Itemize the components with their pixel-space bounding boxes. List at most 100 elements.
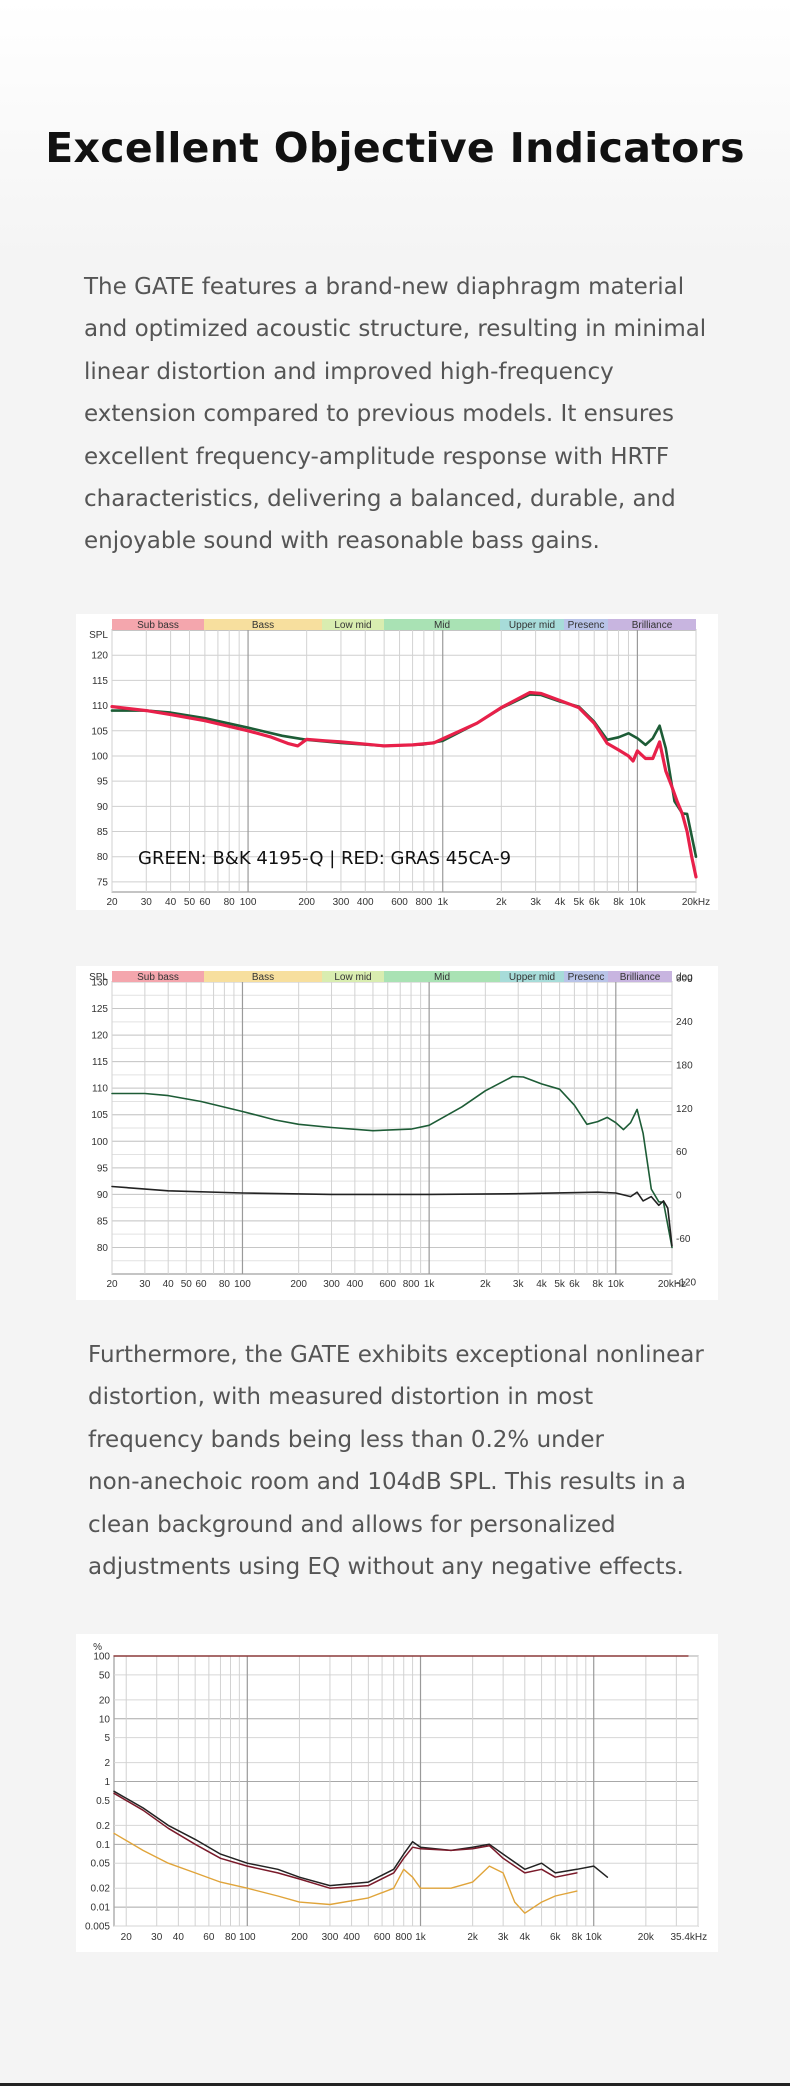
x-tick-label: 10k [586,1932,603,1943]
distortion-chart: 100 50 20 10 5 2 1 0.5 0.2 0.1 0.05 0.02 0.01 0.005 20… [76,1634,718,1952]
x-tick-label: 40 [163,1279,175,1290]
distortion-line: Furthermore, the GATE exhibits exception… [88,1342,704,1368]
y-tick-label: 110 [92,701,108,712]
y-tick-label: 105 [91,1110,108,1121]
x-tick-label: 100 [239,1932,256,1943]
band-sub-bass [112,971,204,982]
x-tick-label: 35.4kHz [670,1932,707,1943]
y-tick-label: 100 [93,1652,110,1663]
x-tick-label: 3k [513,1279,525,1290]
distortion-svg: 100 50 20 10 5 2 1 0.5 0.2 0.1 0.05 0.02 0.01 0.005 20… [85,1642,707,1943]
y-tick-label: 10 [99,1714,111,1725]
y-tick-label: 100 [91,751,108,762]
x-tick-label: 20kHz [658,1279,686,1290]
y-tick-label: 105 [91,726,108,737]
y2-tick-label: 180 [676,1060,693,1071]
bottom-divider [0,2083,790,2086]
y-tick-label: 5 [104,1733,110,1744]
x-tick-label: 10k [629,897,646,908]
y-tick-label: 125 [91,1004,108,1015]
x-tick-label: 400 [347,1279,364,1290]
x-tick-label: 100 [234,1279,251,1290]
x-tick-label: 6k [569,1279,581,1290]
y-tick-label: 115 [92,1057,108,1068]
band-label: Presenc [568,620,605,631]
y-tick-label: 1 [104,1777,110,1788]
plot-area [111,629,697,893]
y-axis-label: SPL [89,630,108,641]
thd-line-black [113,1790,609,1887]
x-tick-label: 400 [357,897,374,908]
x-tick-label: 8k [613,897,625,908]
y-tick-label: 130 [91,978,108,989]
x-tick-label: 1k [437,897,449,908]
x-tick-label: 10k [608,1279,625,1290]
band-brilliance [608,619,696,630]
x-tick-label: 80 [225,1932,237,1943]
band-bass [204,619,322,630]
band-label: Sub bass [137,972,179,983]
y2-tick-label: 240 [676,1017,693,1028]
band-presenc [564,619,608,630]
x-tick-label: 200 [290,1279,307,1290]
phase-response-svg: 1301251201151101051009590858030024018012… [89,971,696,1290]
chart-annotation: GREEN: B&K 4195-Q | RED: GRAS 45CA-9 [138,848,511,869]
x-tick-label: 20kHz [682,897,710,908]
x-tick-label: 20 [121,1932,133,1943]
intro-line: enjoyable sound with reasonable bass gai… [84,528,600,555]
y-tick-label: 0.2 [96,1821,110,1832]
band-upper-mid [500,971,564,982]
x-tick-label: 6k [589,897,601,908]
x-tick-label: 4k [536,1279,548,1290]
x-tick-label: 2k [496,897,508,908]
band-label: Mid [434,620,450,631]
y2-tick-label: 0 [676,1191,682,1202]
band-low-mid [322,619,384,630]
band-presenc [564,971,608,982]
y-tick-label: 75 [97,877,109,888]
y-tick-label: 50 [99,1670,111,1681]
band-brilliance [608,971,672,982]
y2-axis-label: deg [676,972,693,983]
plot-area [113,1655,699,1927]
series-line-red [110,690,698,879]
x-tick-label: 50 [184,897,196,908]
y-tick-label: 95 [97,777,109,788]
x-tick-label: 100 [240,897,257,908]
y-tick-label: 90 [97,1190,109,1201]
x-tick-label: 20 [106,1279,118,1290]
y-tick-label: 85 [97,1216,109,1227]
x-tick-label: 4k [520,1932,532,1943]
band-label: Upper mid [509,972,555,983]
band-upper-mid [500,619,564,630]
frequency-response-svg: 120 115 110 105 100 95 90 85 80 75 20 30 40 50 60 80 100… [89,619,710,908]
y-tick-label: 100 [91,1137,108,1148]
x-tick-label: 400 [343,1932,360,1943]
distortion-line: distortion, with measured distortion in … [88,1384,594,1411]
band-label: Upper mid [509,620,555,631]
band-label: Mid [434,972,450,983]
x-tick-label: 600 [374,1932,391,1943]
band-bass [204,971,322,982]
phase-response-chart: 130 125 120 115 110 105 100 95 90 85 80 300 240 180 12… [76,966,718,1300]
x-tick-label: 600 [379,1279,396,1290]
band-label: Brilliance [632,620,673,631]
x-tick-label: 30 [139,1279,151,1290]
x-tick-label: 1k [415,1932,427,1943]
y2-tick-label: -120 [676,1278,696,1289]
spl-line [111,1075,673,1249]
x-tick-label: 40 [173,1932,185,1943]
x-tick-label: 30 [141,897,153,908]
x-tick-label: 40 [165,897,177,908]
intro-line: and optimized acoustic structure, result… [84,316,707,343]
page-title: Excellent Objective Indicators [45,124,745,172]
distortion-line: non-anechoic room and 104dB SPL. This re… [88,1469,686,1496]
x-tick-label: 80 [224,897,236,908]
x-tick-label: 1k [424,1279,436,1290]
band-label: Brilliance [620,972,661,983]
intro-line: excellent frequency-amplitude response w… [84,443,670,470]
x-tick-label: 800 [395,1932,412,1943]
x-tick-label: 30 [151,1932,163,1943]
x-tick-label: 300 [333,897,350,908]
x-tick-label: 5k [574,897,586,908]
